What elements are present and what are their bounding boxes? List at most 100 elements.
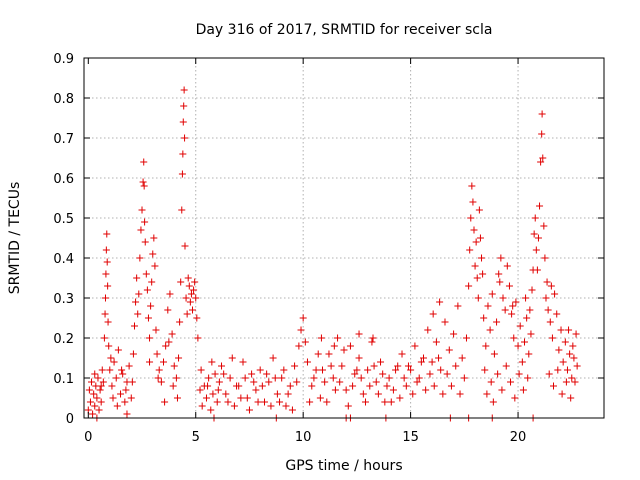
- data-point: [508, 310, 516, 318]
- data-point: [563, 366, 571, 374]
- data-point: [404, 362, 412, 370]
- data-point: [291, 362, 299, 370]
- x-tick-label: 10: [295, 430, 312, 445]
- data-point: [134, 310, 142, 318]
- data-point: [278, 374, 286, 382]
- data-point: [368, 338, 376, 346]
- data-point: [389, 386, 397, 394]
- data-point: [144, 314, 152, 322]
- data-point: [372, 378, 380, 386]
- data-point: [181, 242, 189, 250]
- data-point: [528, 286, 536, 294]
- data-point: [476, 234, 484, 242]
- data-point: [497, 254, 505, 262]
- data-point: [323, 398, 331, 406]
- data-point: [308, 382, 316, 390]
- data-point: [565, 326, 573, 334]
- data-point: [392, 366, 400, 374]
- data-point: [205, 374, 213, 382]
- data-point: [436, 298, 444, 306]
- data-point: [538, 130, 546, 138]
- data-point: [96, 386, 104, 394]
- data-point: [561, 338, 569, 346]
- plot-frame: [83, 57, 605, 419]
- data-point: [569, 342, 577, 350]
- data-point: [178, 170, 186, 178]
- data-point: [490, 350, 498, 358]
- data-point: [128, 378, 136, 386]
- data-point: [157, 378, 165, 386]
- data-point: [541, 254, 549, 262]
- data-points: [84, 86, 581, 422]
- data-point: [480, 314, 488, 322]
- data-point: [460, 374, 468, 382]
- data-point: [568, 374, 576, 382]
- data-point: [224, 398, 232, 406]
- data-point: [474, 294, 482, 302]
- data-point: [432, 338, 440, 346]
- data-point: [191, 278, 199, 286]
- data-point: [338, 362, 346, 370]
- data-point: [271, 374, 279, 382]
- data-point: [213, 398, 221, 406]
- data-point: [512, 298, 520, 306]
- data-point: [493, 318, 501, 326]
- y-tick-label: 0.3: [53, 292, 74, 307]
- data-point: [551, 290, 559, 298]
- data-point: [489, 398, 497, 406]
- data-point: [526, 306, 534, 314]
- data-point: [498, 386, 506, 394]
- data-point: [394, 362, 402, 370]
- data-point: [413, 378, 421, 386]
- data-point: [503, 262, 511, 270]
- data-point: [327, 362, 335, 370]
- data-point: [340, 346, 348, 354]
- data-point: [344, 402, 352, 410]
- data-point: [161, 398, 169, 406]
- data-point: [297, 326, 305, 334]
- data-point: [175, 354, 183, 362]
- data-point: [97, 398, 105, 406]
- data-point: [558, 390, 566, 398]
- data-point: [299, 314, 307, 322]
- data-point: [135, 290, 143, 298]
- data-point: [316, 394, 324, 402]
- data-point: [129, 350, 137, 358]
- data-point: [162, 342, 170, 350]
- data-point: [256, 366, 264, 374]
- data-point: [288, 406, 296, 414]
- data-point: [94, 374, 102, 382]
- data-point: [522, 294, 530, 302]
- data-point: [133, 274, 141, 282]
- data-point: [86, 398, 94, 406]
- data-point: [91, 402, 99, 410]
- data-point: [263, 370, 271, 378]
- data-point: [346, 342, 354, 350]
- data-point: [147, 302, 155, 310]
- data-point: [439, 390, 447, 398]
- data-point: [109, 394, 117, 402]
- data-point: [293, 378, 301, 386]
- data-point: [366, 382, 374, 390]
- data-point: [233, 382, 241, 390]
- data-point: [153, 350, 161, 358]
- x-axis-label: GPS time / hours: [285, 458, 402, 474]
- data-point: [319, 366, 327, 374]
- data-point: [218, 362, 226, 370]
- data-point: [465, 282, 473, 290]
- data-point: [114, 346, 122, 354]
- data-point: [166, 290, 174, 298]
- data-point: [193, 314, 201, 322]
- data-point: [146, 358, 154, 366]
- data-point: [334, 334, 342, 342]
- data-point: [180, 102, 188, 110]
- data-point: [469, 198, 477, 206]
- data-point: [132, 298, 140, 306]
- data-point: [252, 386, 260, 394]
- data-point: [194, 334, 202, 342]
- data-point: [176, 318, 184, 326]
- data-point: [180, 86, 188, 94]
- data-point: [136, 254, 144, 262]
- data-point: [353, 366, 361, 374]
- data-point: [409, 390, 417, 398]
